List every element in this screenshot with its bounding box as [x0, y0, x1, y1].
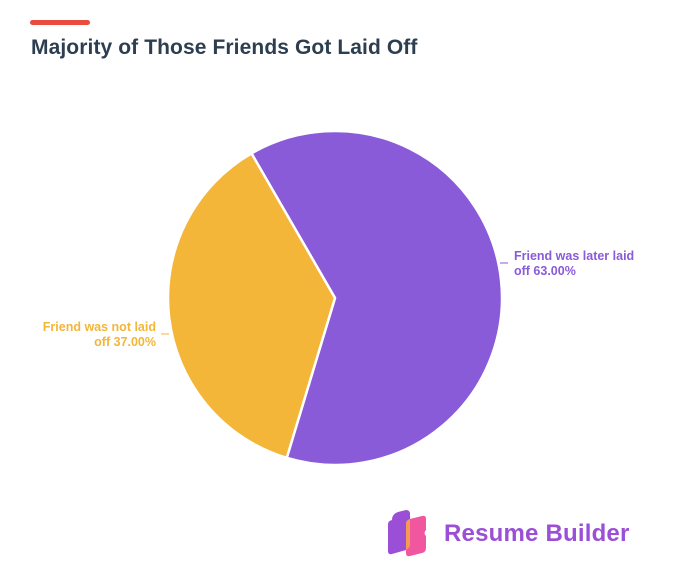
slice-label-laid-off: Friend was later laid off 63.00% — [514, 249, 634, 279]
slice-label-not-laid-off: Friend was not laid off 37.00% — [43, 320, 156, 350]
slice-label-line1: Friend was later laid — [514, 249, 635, 263]
pie-slice-laid-off — [250, 129, 504, 467]
slice-label-line1: Friend was not laid — [42, 320, 156, 334]
pie-slice-not-laid-off — [166, 152, 337, 460]
title-accent-bar — [30, 20, 90, 25]
slice-label-line2: off 63.00% — [514, 264, 576, 278]
brand-name: Resume Builder — [444, 520, 630, 547]
chart-title: Majority of Those Friends Got Laid Off — [31, 36, 418, 59]
resume-builder-logo-icon — [388, 510, 426, 557]
slice-label-line2: off 37.00% — [94, 335, 156, 349]
brand-footer: Resume Builder — [386, 510, 630, 558]
